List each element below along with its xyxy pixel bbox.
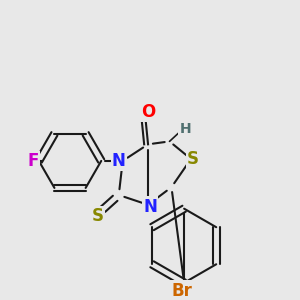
Text: N: N [143, 198, 157, 216]
Text: H: H [179, 122, 191, 136]
Text: S: S [91, 208, 103, 226]
Text: O: O [141, 103, 155, 121]
Text: Br: Br [172, 282, 193, 300]
Text: F: F [27, 152, 39, 170]
Text: N: N [112, 152, 126, 170]
Text: S: S [187, 150, 199, 168]
